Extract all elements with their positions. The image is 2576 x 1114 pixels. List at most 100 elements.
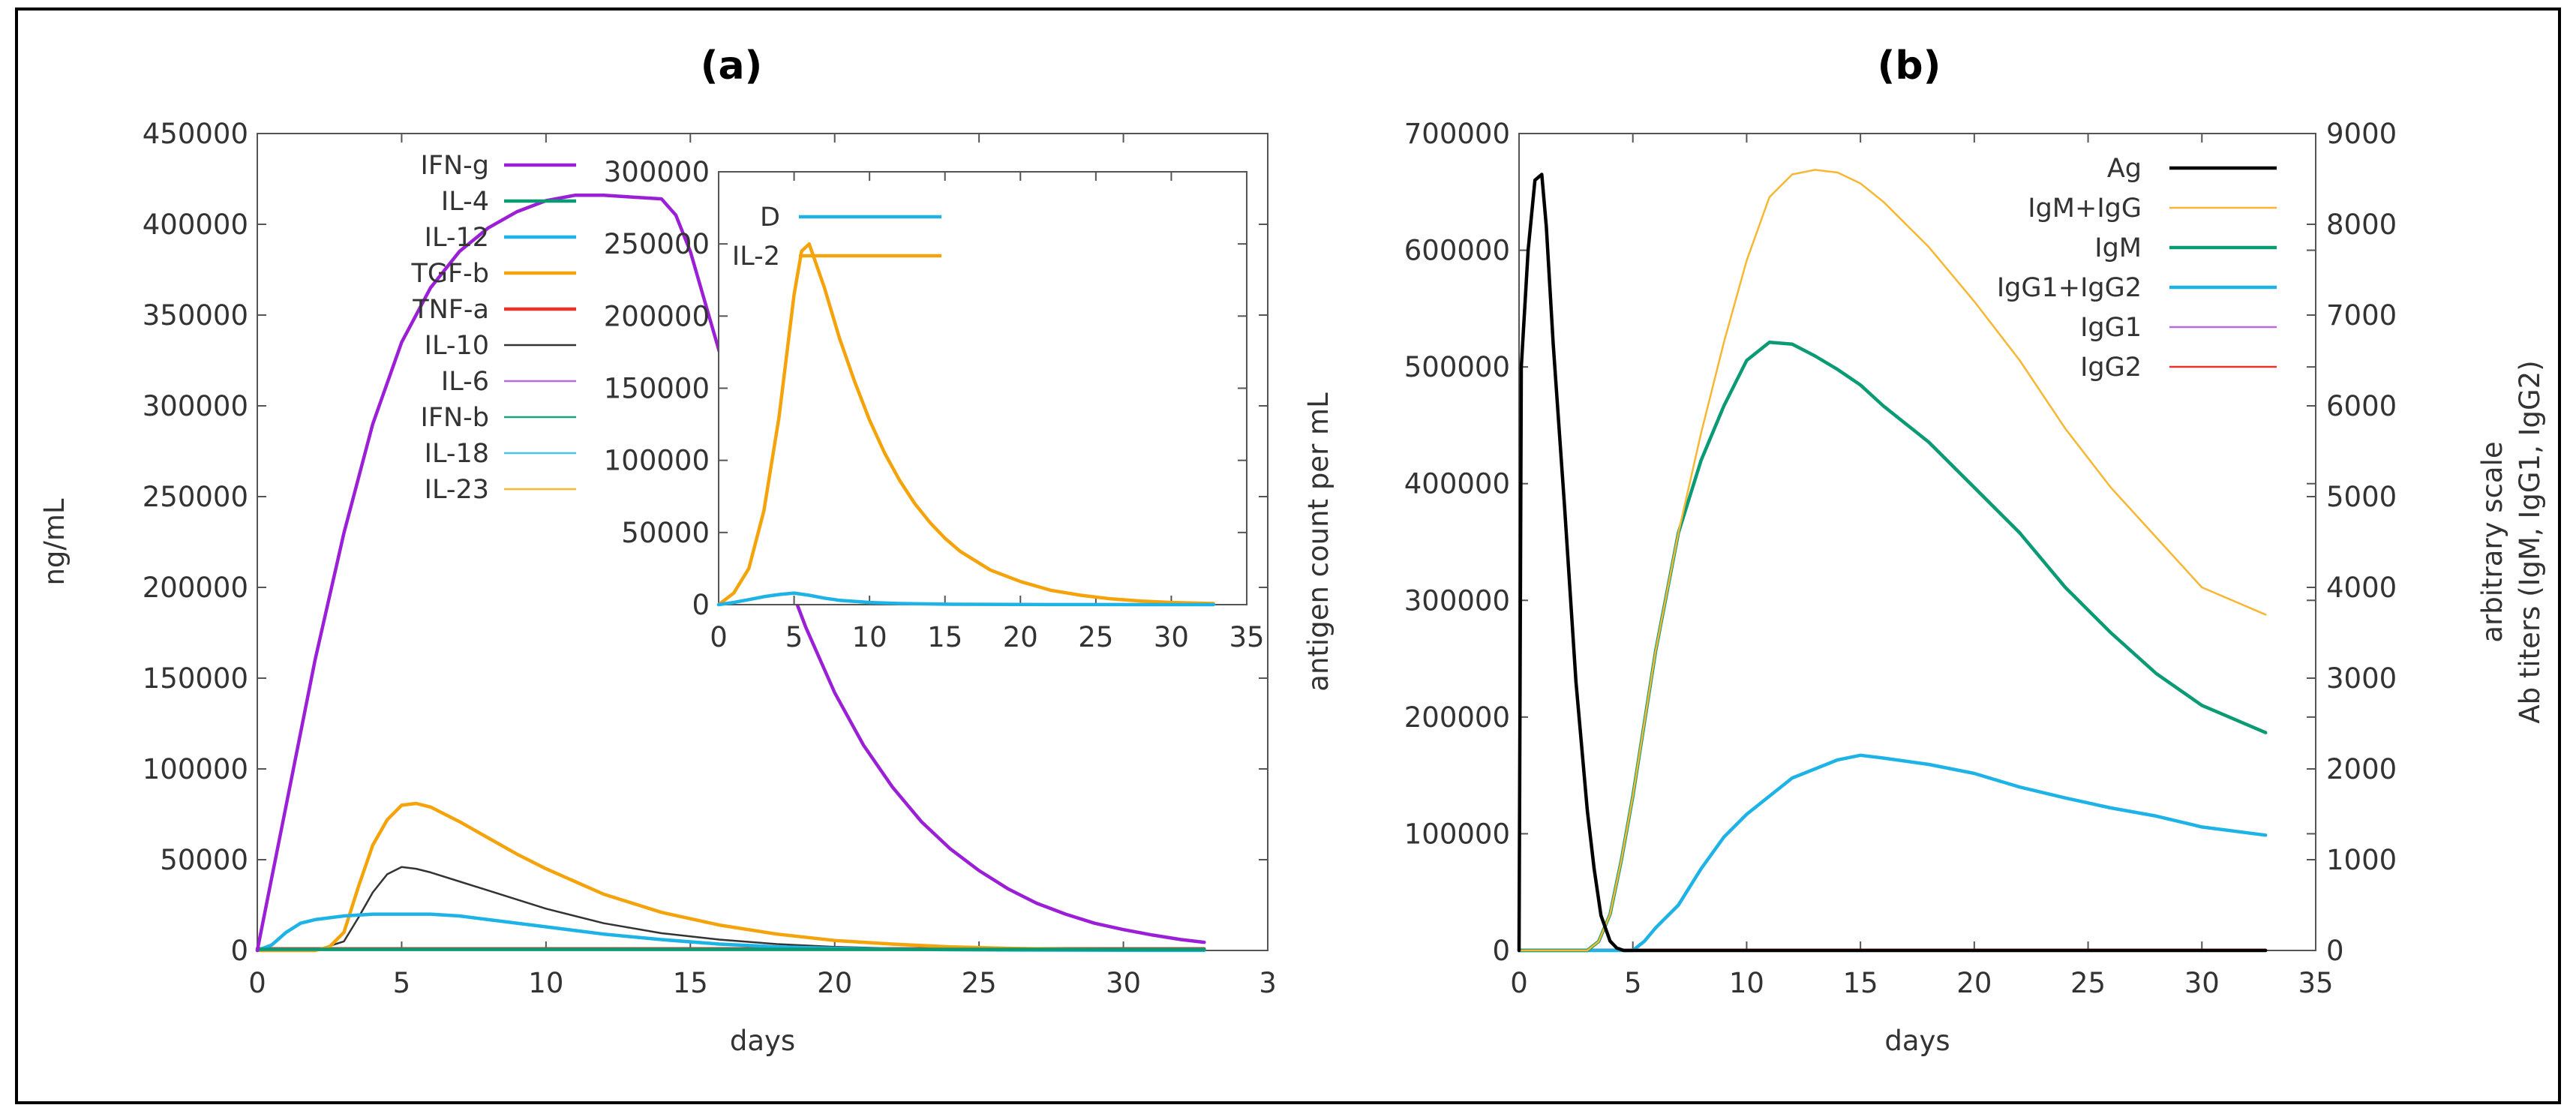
y-axis-label: antigen count per mL [1302,392,1335,692]
y-tick-label: 350000 [143,299,248,332]
y2-tick-label: 9000 [2326,118,2397,150]
legend-label-il-6: IL-6 [441,367,489,397]
figure-frame [15,8,2561,1104]
x-tick-label: 20 [1956,967,1992,999]
y2-axis-label-line2: arbitrary scale [2476,441,2508,642]
chart-b-antibodies: 0100000200000300000400000500000600000700… [1302,118,2546,1057]
legend-label-igg1-igg2: IgG1+IgG2 [1997,273,2142,303]
x-tick-label: 25 [1078,621,1113,653]
series-line-d [716,591,1215,607]
x-tick-label: 25 [2070,967,2106,999]
series-line-igg1-igg2 [1517,753,2268,953]
x-tick-label: 30 [1154,621,1189,653]
x-tick-label: 20 [817,967,852,999]
inset-background [719,172,1247,605]
legend-label-il-12: IL-12 [425,223,489,253]
legend-label-il-18: IL-18 [425,439,489,469]
legend-label-igg1: IgG1 [2080,313,2142,343]
x-tick-label: 5 [1624,967,1642,999]
y2-tick-label: 1000 [2326,844,2397,876]
y-tick-label: 300000 [604,156,710,188]
legend-label-igg2: IgG2 [2080,353,2142,383]
y2-tick-label: 0 [2326,935,2344,967]
x-tick-label: 30 [2184,967,2220,999]
y-tick-label: 500000 [1404,351,1510,383]
y-tick-label: 600000 [1404,235,1510,267]
y-tick-label: 200000 [1404,701,1510,734]
legend-label-il-4: IL-4 [441,187,489,217]
legend-label-tnf-a: TNF-a [412,295,489,325]
y-tick-label: 50000 [621,517,710,549]
x-axis-label: days [730,1025,795,1057]
legend-label-tgf-b: TGF-b [411,259,489,289]
y-tick-label: 700000 [1404,118,1510,150]
y-tick-label: 200000 [604,300,710,332]
series-line-igg1 [1518,754,2267,952]
y-tick-label: 300000 [143,390,248,422]
y-tick-label: 0 [692,589,710,621]
y-tick-label: 100000 [143,753,248,785]
chart-a-cytokines: 0500001000001500002000002500003000003500… [38,118,1277,1057]
y-tick-label: 100000 [1404,818,1510,850]
chart-a-inset: 0 50000 100000 150000 200000 250000 300000 0 5 10… [604,156,1265,653]
y-tick-label: 0 [230,935,248,967]
series-line-il-10 [256,866,1205,952]
x-tick-label: 10 [852,621,887,653]
x-axis-label: days [1884,1025,1950,1057]
series-line-ag [1517,173,2268,953]
y-tick-label: 0 [1492,935,1510,967]
legend-label-ifn-g: IFN-g [421,151,489,181]
y-tick-label: 450000 [143,118,248,150]
y-tick-label: 200000 [143,572,248,604]
legend-label-ifn-b: IFN-b [421,403,489,433]
legend-label-il-23: IL-23 [425,475,489,505]
x-tick-label: 15 [1843,967,1878,999]
x-tick-label: 5 [785,621,803,653]
series-line-ifn-g [255,194,1206,953]
x-tick-label: 10 [1729,967,1764,999]
x-tick-label: 10 [528,967,563,999]
x-tick-label: 30 [1106,967,1141,999]
y-axis-label: ng/mL [38,498,71,585]
x-tick-label: 5 [393,967,411,999]
y2-tick-label: 2000 [2326,753,2397,785]
y-tick-label: 150000 [143,662,248,695]
y-tick-label: 300000 [1404,584,1510,617]
y2-tick-label: 8000 [2326,209,2397,241]
y2-axis-label: Ab titers (IgM, IgG1, IgG2) [2514,360,2546,723]
y2-tick-label: 4000 [2326,572,2397,604]
y-tick-label: 50000 [160,844,248,876]
x-tick-label: 35 [1229,621,1264,653]
legend-label-il-2: IL-2 [732,242,780,272]
x-tick-label: 15 [673,967,708,999]
x-tick-label: 0 [248,967,266,999]
y2-tick-label: 6000 [2326,390,2397,422]
x-tick-label: 20 [1003,621,1038,653]
series-line-igm [1517,341,2268,953]
series-line-igm-igg [1518,169,2267,952]
y-tick-label: 250000 [604,228,710,260]
x-tick-label: 25 [962,967,997,999]
x-tick-label: 0 [710,621,728,653]
legend-label-igm-igg: IgM+IgG [2028,194,2142,224]
x-tick-label: 3 [1259,967,1277,999]
y-tick-label: 400000 [1404,468,1510,500]
y-tick-label: 150000 [604,373,710,405]
x-tick-label: 15 [927,621,962,653]
series-line-il-12 [255,912,1206,953]
panel-b-title: (b) [1878,44,1941,89]
panel-a-title: (a) [701,44,763,89]
series-line-tgf-b [255,801,1206,953]
y-tick-label: 400000 [143,209,248,241]
legend-label-il-10: IL-10 [425,331,489,361]
legend-label-ag: Ag [2107,154,2142,184]
y-tick-label: 100000 [604,445,710,477]
series-line-il-2 [716,242,1215,607]
legend-label-igm: IgM [2094,233,2142,263]
x-tick-label: 0 [1510,967,1528,999]
y2-tick-label: 7000 [2326,299,2397,332]
plot-frame [1518,133,2316,951]
y2-tick-label: 5000 [2326,481,2397,513]
legend-label-d: D [760,203,780,233]
